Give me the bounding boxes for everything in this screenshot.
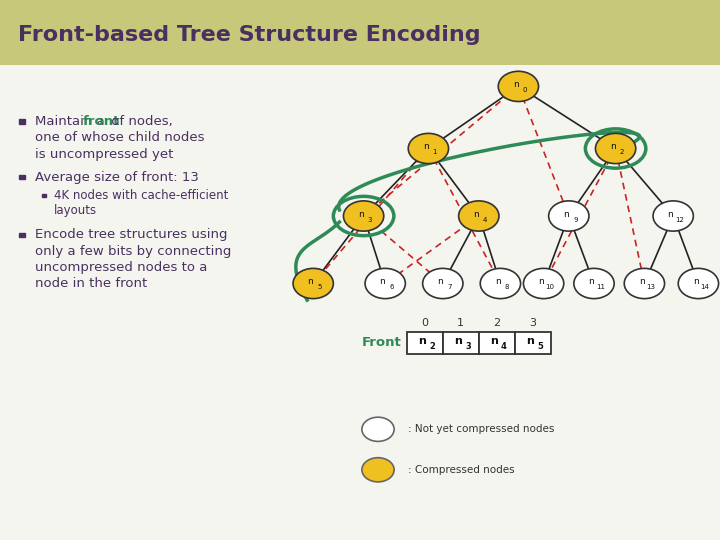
Text: Maintain a: Maintain a [35,115,109,128]
Text: 7: 7 [447,284,451,291]
Circle shape [678,268,719,299]
Text: n: n [307,278,313,286]
Bar [19,233,25,237]
Circle shape [498,71,539,102]
Text: n: n [423,143,428,151]
Circle shape [480,268,521,299]
Text: 12: 12 [675,217,684,223]
Text: uncompressed nodes to a: uncompressed nodes to a [35,261,207,274]
Text: 1: 1 [433,149,437,156]
Circle shape [362,417,394,441]
Circle shape [293,268,333,299]
Circle shape [574,268,614,299]
Text: n: n [379,278,385,286]
Text: one of whose child nodes: one of whose child nodes [35,131,204,144]
Text: Front: Front [361,336,401,349]
Text: 2: 2 [493,318,500,328]
Text: 13: 13 [647,284,655,291]
Text: n: n [526,336,534,346]
Text: 6: 6 [390,284,394,291]
Text: 9: 9 [573,217,577,223]
FancyBboxPatch shape [443,332,479,354]
Text: of nodes,: of nodes, [107,115,173,128]
Circle shape [408,133,449,164]
FancyBboxPatch shape [407,332,443,354]
Text: 0: 0 [421,318,428,328]
Text: 5: 5 [537,342,543,351]
Text: 3: 3 [368,217,372,223]
FancyBboxPatch shape [515,332,551,354]
Text: n: n [538,278,544,286]
Text: n: n [358,210,364,219]
Text: n: n [490,336,498,346]
Text: n: n [473,210,479,219]
Circle shape [362,458,394,482]
Circle shape [549,201,589,231]
Circle shape [459,201,499,231]
Text: 3: 3 [465,342,471,351]
Text: n: n [693,278,698,286]
Text: n: n [588,278,594,286]
Text: Front-based Tree Structure Encoding: Front-based Tree Structure Encoding [18,25,481,45]
Text: 0: 0 [523,87,527,93]
Text: n: n [667,210,673,219]
Text: only a few bits by connecting: only a few bits by connecting [35,245,231,258]
Text: 3: 3 [529,318,536,328]
Text: n: n [563,210,569,219]
Circle shape [523,268,564,299]
FancyBboxPatch shape [0,0,720,65]
Text: n: n [418,336,426,346]
Text: 4: 4 [483,217,487,223]
Text: is uncompressed yet: is uncompressed yet [35,148,173,161]
Circle shape [423,268,463,299]
Text: n: n [610,143,616,151]
Text: layouts: layouts [54,204,97,217]
Text: 5: 5 [318,284,322,291]
Text: 8: 8 [505,284,509,291]
Text: n: n [495,278,500,286]
Text: node in the front: node in the front [35,277,147,290]
Circle shape [624,268,665,299]
Circle shape [653,201,693,231]
Text: : Compressed nodes: : Compressed nodes [408,465,515,475]
Text: n: n [437,278,443,286]
Text: 2: 2 [429,342,435,351]
Bar [19,175,25,179]
Circle shape [365,268,405,299]
Circle shape [343,201,384,231]
Text: n: n [513,80,518,89]
Bar [42,194,46,197]
FancyBboxPatch shape [479,332,515,354]
Text: front: front [83,115,120,128]
Text: 4: 4 [501,342,507,351]
Text: 1: 1 [457,318,464,328]
Text: : Not yet compressed nodes: : Not yet compressed nodes [408,424,554,434]
Text: 10: 10 [546,284,554,291]
Text: 2: 2 [620,149,624,156]
Text: 11: 11 [596,284,605,291]
Text: Encode tree structures using: Encode tree structures using [35,228,227,241]
Text: Average size of front: 13: Average size of front: 13 [35,171,199,184]
Text: 4K nodes with cache-efficient: 4K nodes with cache-efficient [54,189,228,202]
Text: 14: 14 [701,284,709,291]
Text: n: n [639,278,644,286]
Circle shape [595,133,636,164]
Bar [19,119,25,124]
Text: n: n [454,336,462,346]
